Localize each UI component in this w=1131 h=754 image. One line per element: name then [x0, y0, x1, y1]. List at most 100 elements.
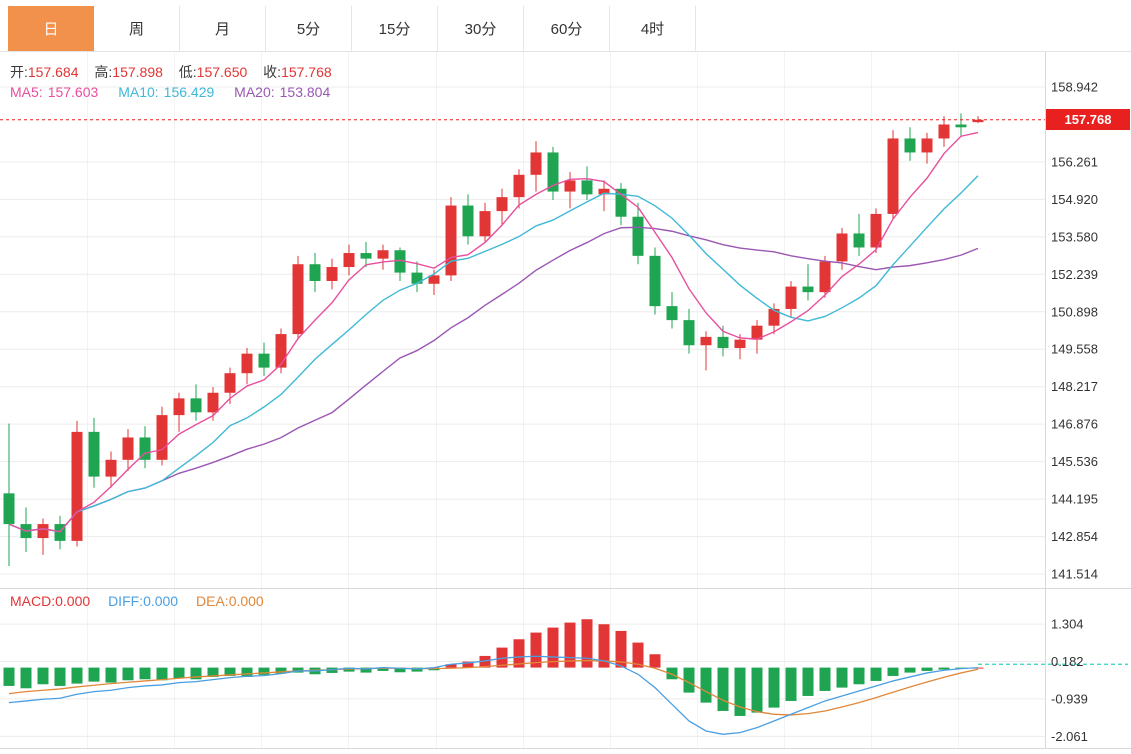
macd-bar — [683, 667, 695, 693]
macd-bar — [394, 667, 406, 673]
candle-body — [530, 152, 542, 175]
candle-body — [122, 437, 134, 460]
tab-15min[interactable]: 15分 — [352, 6, 438, 51]
tab-30min[interactable]: 30分 — [438, 6, 524, 51]
ma10-label: MA10: — [118, 84, 159, 100]
candle-body — [581, 180, 593, 195]
tab-month[interactable]: 月 — [180, 6, 266, 51]
candle-body — [887, 138, 899, 214]
tab-4hour[interactable]: 4时 — [610, 6, 696, 51]
candle-body — [479, 211, 491, 237]
candle-body — [717, 336, 729, 349]
price-axis: 158.942 156.261 154.920 153.580 152.239 150.8… — [1051, 80, 1098, 582]
candle-body — [224, 373, 236, 393]
macd-bar — [632, 642, 644, 668]
ma5-label: MA5: — [10, 84, 43, 100]
candle-body — [71, 431, 83, 541]
price-axis-tick: 149.558 — [1051, 342, 1098, 357]
candle-body — [836, 233, 848, 262]
macd-bar — [292, 667, 304, 673]
candle-body — [598, 188, 610, 195]
macd-bar — [700, 667, 712, 703]
tab-week[interactable]: 周 — [94, 6, 180, 51]
macd-bar — [615, 630, 627, 668]
macd-legend: MACD:0.000 DIFF:0.000 DEA:0.000 — [10, 593, 278, 609]
candle-body — [547, 152, 559, 192]
candle-body — [37, 524, 49, 539]
macd-bar — [853, 667, 865, 685]
candle-body — [513, 174, 525, 198]
ma20-item: MA20: 153.804 — [234, 84, 330, 100]
macd-bar — [105, 667, 117, 683]
macd-bar — [496, 647, 508, 668]
gridlines — [0, 52, 1045, 748]
candle-body — [751, 325, 763, 340]
candle-body — [768, 308, 780, 326]
candle-body — [173, 398, 185, 416]
macd-bar — [275, 667, 287, 674]
open-label: 开: — [10, 64, 28, 80]
price-axis-tick: 146.876 — [1051, 417, 1098, 432]
macd-bar — [343, 667, 355, 672]
macd-bar — [819, 667, 831, 691]
macd-bar — [785, 667, 797, 701]
macd-bar — [666, 667, 678, 680]
ma10-line — [8, 175, 979, 533]
candle-body — [326, 267, 338, 281]
macd-bar — [207, 667, 219, 677]
candles-layer — [3, 113, 984, 567]
macd-bar — [870, 667, 882, 681]
macd-bar — [904, 667, 916, 673]
candle-body — [632, 216, 644, 256]
macd-label: MACD: — [10, 593, 56, 609]
tab-5min[interactable]: 5分 — [266, 6, 352, 51]
ma5-value: 157.603 — [47, 84, 99, 100]
candle-body — [853, 233, 865, 248]
price-axis-tick: 144.195 — [1051, 492, 1098, 507]
diff-label: DIFF: — [108, 593, 144, 609]
candle-body — [785, 286, 797, 309]
high-value: 157.898 — [112, 64, 163, 80]
macd-axis: 1.304 0.182 -0.939 -2.061 — [1051, 617, 1088, 744]
candle-body — [496, 197, 508, 212]
macd-bar — [139, 667, 151, 680]
macd-bar — [71, 667, 83, 684]
macd-bar — [3, 667, 15, 686]
macd-bar — [156, 667, 168, 681]
candle-body — [564, 180, 576, 192]
macd-bar — [224, 667, 236, 676]
macd-bar — [887, 667, 899, 676]
macd-bar — [921, 667, 933, 671]
candle-body — [700, 336, 712, 346]
candle-body — [156, 415, 168, 460]
macd-bar — [411, 667, 423, 672]
macd-bar — [734, 667, 746, 716]
panel-borders — [0, 52, 1131, 749]
candle-body — [309, 264, 321, 281]
close-item: 收:157.768 — [263, 64, 332, 80]
high-label: 高: — [94, 64, 113, 80]
candle-body — [394, 250, 406, 273]
open-item: 开:157.684 — [10, 64, 79, 80]
macd-bar — [326, 667, 338, 673]
candle-body — [343, 253, 355, 268]
macd-bar — [173, 667, 185, 679]
ma5-item: MA5: 157.603 — [10, 84, 98, 100]
price-axis-tick: 148.217 — [1051, 379, 1098, 394]
macd-bar — [360, 667, 372, 673]
macd-axis-tick: 0.182 — [1051, 654, 1084, 669]
candle-body — [955, 124, 967, 128]
macd-bar — [445, 664, 457, 668]
ma20-line — [8, 226, 979, 533]
dea-value: 0.000 — [228, 593, 264, 609]
candle-body — [275, 334, 287, 368]
macd-histogram — [3, 619, 984, 716]
tab-60min[interactable]: 60分 — [524, 6, 610, 51]
candle-body — [819, 261, 831, 293]
tab-day[interactable]: 日 — [8, 6, 94, 51]
macd-bar — [241, 667, 253, 677]
dea-item: DEA:0.000 — [196, 593, 264, 609]
macd-bar — [190, 667, 202, 680]
